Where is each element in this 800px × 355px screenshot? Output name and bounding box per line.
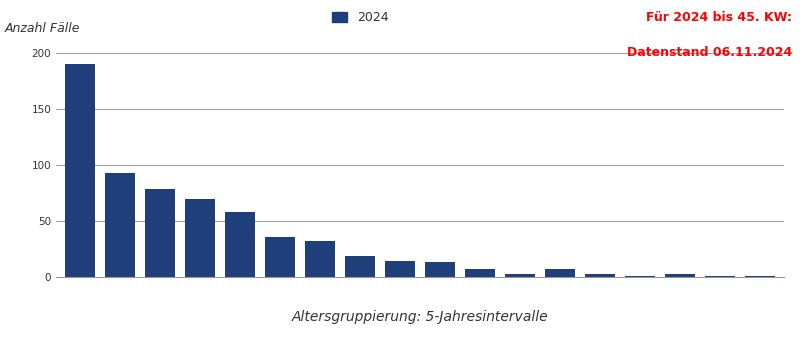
Bar	[425, 262, 455, 277]
Bar	[105, 173, 135, 277]
Bar	[505, 274, 535, 277]
Text: Für 2024 bis 45. KW:: Für 2024 bis 45. KW:	[646, 11, 792, 24]
Bar	[585, 274, 615, 277]
Bar	[225, 212, 255, 277]
Bar	[625, 276, 655, 277]
Bar	[385, 261, 415, 277]
Bar	[345, 256, 375, 277]
Text: Datenstand 06.11.2024: Datenstand 06.11.2024	[626, 46, 792, 59]
Bar	[665, 274, 695, 277]
Bar	[465, 269, 495, 277]
Bar	[545, 269, 575, 277]
Text: Anzahl Fälle: Anzahl Fälle	[5, 22, 81, 36]
Legend: 2024: 2024	[326, 6, 394, 29]
X-axis label: Altersgruppierung: 5-Jahresintervalle: Altersgruppierung: 5-Jahresintervalle	[292, 310, 548, 324]
Bar	[305, 241, 335, 277]
Bar	[745, 276, 775, 277]
Bar	[185, 199, 215, 277]
Bar	[145, 189, 175, 277]
Bar	[65, 65, 95, 277]
Bar	[265, 237, 295, 277]
Bar	[705, 276, 735, 277]
